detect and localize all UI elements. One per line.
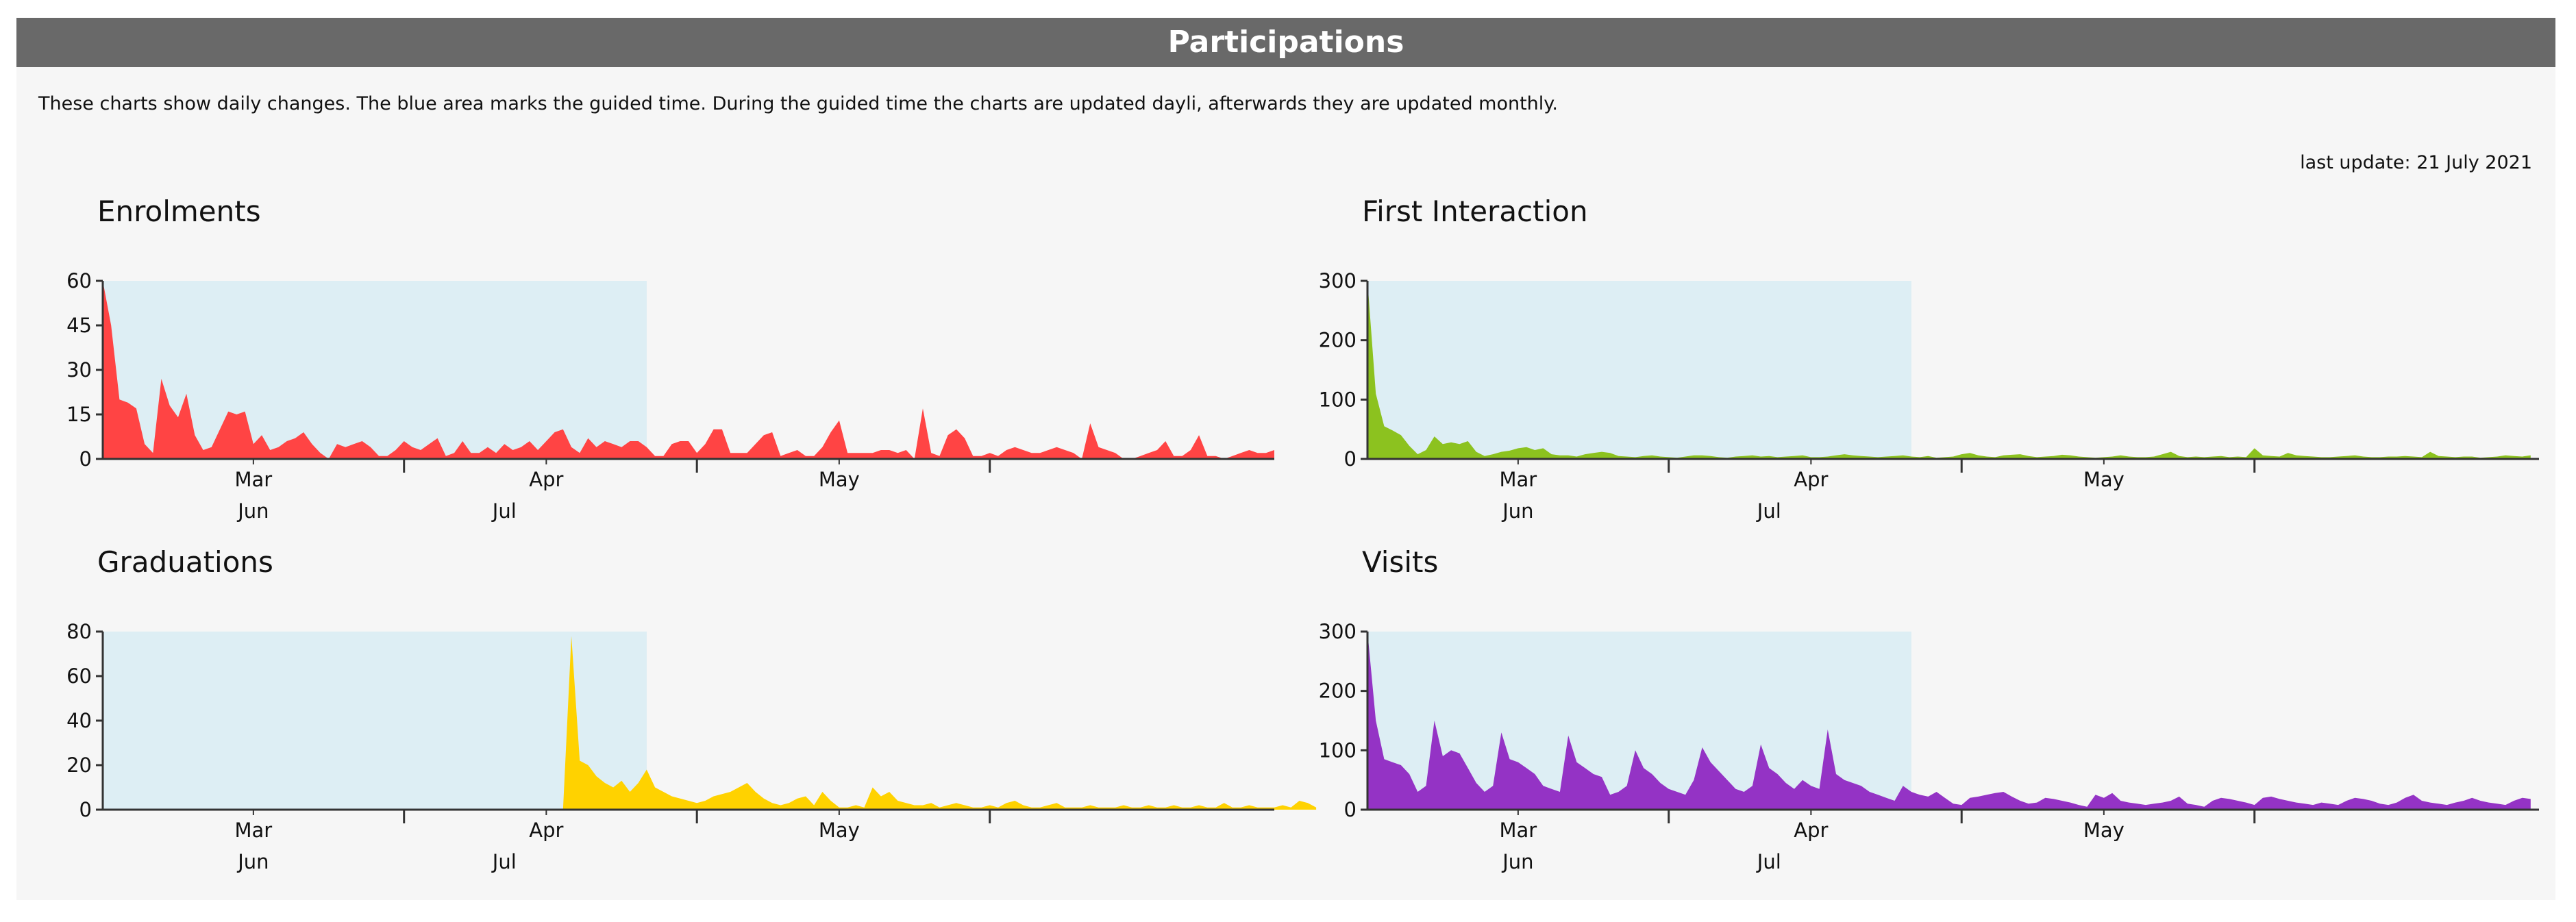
y-tick-label: 40 bbox=[66, 709, 92, 732]
y-tick-label: 200 bbox=[1319, 680, 1357, 703]
y-tick-label: 30 bbox=[66, 358, 92, 382]
x-tick-label: Mar bbox=[1499, 468, 1537, 491]
x-tick-label-secondary: Jul bbox=[1756, 499, 1781, 523]
visits-area-series bbox=[1367, 632, 2531, 810]
enrolments-chart: 0 15 30 45 60 Mar Apr May Jun Jul bbox=[66, 269, 1274, 523]
y-tick-label: 0 bbox=[79, 798, 92, 821]
chart-title-graduations: Graduations bbox=[97, 545, 273, 579]
visits-chart: 0 100 200 300 Mar Apr May Jun Jul bbox=[1319, 620, 2539, 873]
last-update-label: last update: 21 July 2021 bbox=[2300, 152, 2532, 173]
x-tick-label: May bbox=[2083, 468, 2125, 491]
x-tick-label: May bbox=[2083, 819, 2125, 842]
x-tick-label-secondary: Jul bbox=[491, 850, 517, 873]
x-tick-label: Apr bbox=[529, 819, 563, 842]
y-tick-label: 80 bbox=[66, 620, 92, 643]
x-tick-label-secondary: Jul bbox=[491, 499, 517, 523]
enrolments-area-series bbox=[103, 281, 1274, 459]
x-tick-label: Mar bbox=[234, 819, 272, 842]
guided-time-area bbox=[1367, 281, 1911, 459]
page-description: These charts show daily changes. The blu… bbox=[38, 93, 1559, 114]
chart-title-first-interaction: First Interaction bbox=[1362, 195, 1588, 228]
x-tick-label: Mar bbox=[234, 468, 272, 491]
y-tick-label: 100 bbox=[1319, 738, 1357, 762]
y-tick-label: 300 bbox=[1319, 269, 1357, 292]
x-tick-label: Apr bbox=[1794, 819, 1828, 842]
y-tick-label: 60 bbox=[66, 269, 92, 292]
y-tick-label: 0 bbox=[1344, 798, 1357, 821]
x-tick-label: Apr bbox=[529, 468, 563, 491]
y-tick-label: 20 bbox=[66, 753, 92, 777]
y-tick-label: 60 bbox=[66, 664, 92, 688]
x-tick-label: May bbox=[819, 819, 860, 842]
page-title: Participations bbox=[16, 18, 2555, 67]
y-tick-label: 15 bbox=[66, 403, 92, 426]
graduations-chart: 0 20 40 60 80 Mar Apr May Jun Jul bbox=[66, 620, 1317, 873]
x-tick-label-secondary: Jun bbox=[1501, 850, 1533, 873]
participations-panel: Participations These charts show daily c… bbox=[16, 18, 2555, 900]
y-tick-label: 0 bbox=[1344, 447, 1357, 471]
x-tick-label: Mar bbox=[1499, 819, 1537, 842]
x-tick-label: May bbox=[819, 468, 860, 491]
chart-title-enrolments: Enrolments bbox=[97, 195, 261, 228]
y-tick-label: 200 bbox=[1319, 329, 1357, 352]
y-tick-label: 0 bbox=[79, 447, 92, 471]
y-tick-label: 45 bbox=[66, 314, 92, 337]
x-tick-label-secondary: Jun bbox=[236, 850, 269, 873]
x-tick-label-secondary: Jun bbox=[1501, 499, 1533, 523]
y-tick-label: 100 bbox=[1319, 388, 1357, 411]
chart-title-visits: Visits bbox=[1362, 545, 1439, 579]
x-tick-label-secondary: Jul bbox=[1756, 850, 1781, 873]
x-tick-label: Apr bbox=[1794, 468, 1828, 491]
guided-time-area bbox=[103, 632, 647, 810]
x-tick-label-secondary: Jun bbox=[236, 499, 269, 523]
y-tick-label: 300 bbox=[1319, 620, 1357, 643]
first-interaction-chart: 0 100 200 300 Mar Apr May Jun Jul bbox=[1319, 269, 2539, 523]
